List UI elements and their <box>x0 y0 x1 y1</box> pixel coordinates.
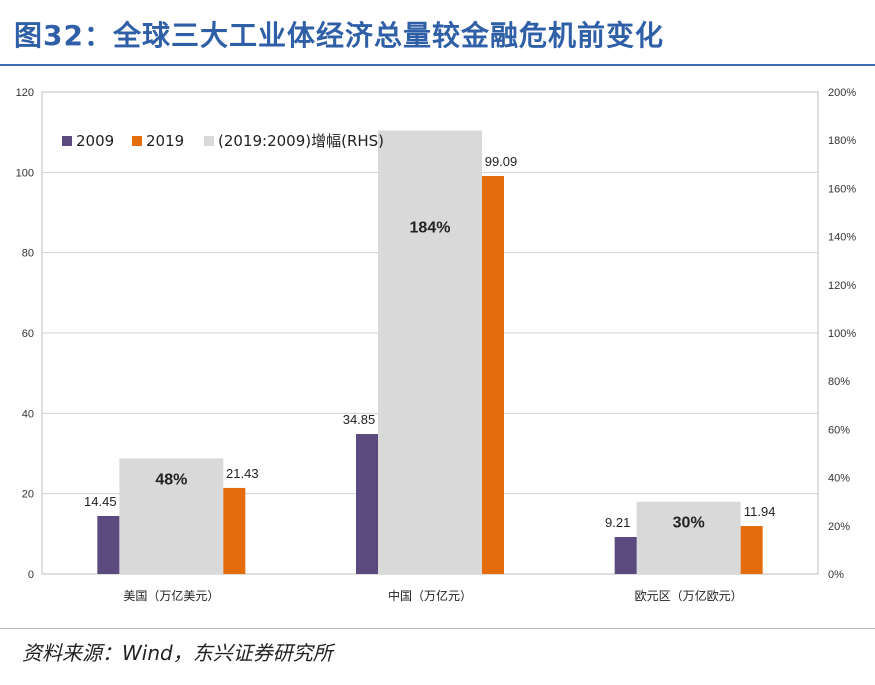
legend: 2009 2019 (2019:2009)增幅(RHS) <box>62 132 384 150</box>
bar-2019 <box>223 487 246 574</box>
left-tick-label: 80 <box>22 248 34 260</box>
bars <box>97 130 763 574</box>
right-tick-label: 180% <box>828 135 856 147</box>
data-label-2009: 9.21 <box>605 515 630 530</box>
right-tick-label: 100% <box>828 328 856 340</box>
right-tick-label: 120% <box>828 280 856 292</box>
bar-chart: 0 20 40 60 80 100 120 0% 20% 40% 60% 80% 100% 120% 14… <box>16 87 857 603</box>
left-tick-label: 20 <box>22 489 34 501</box>
right-tick-label: 20% <box>828 521 850 533</box>
data-labels: 14.45 21.43 48% 34.85 99.09 184% 9.21 11.94 30% <box>84 154 775 532</box>
left-tick-label: 120 <box>16 87 34 99</box>
right-tick-label: 80% <box>828 376 850 388</box>
right-tick-label: 0% <box>828 569 844 581</box>
title-divider <box>0 64 875 66</box>
category-labels: 美国（万亿美元） 中国（万亿元） 欧元区（万亿欧元） <box>123 588 742 603</box>
right-tick-label: 40% <box>828 473 850 485</box>
right-axis: 0% 20% 40% 60% 80% 100% 120% 140% 160% 180% 200% <box>828 87 856 581</box>
bar-2009 <box>614 537 637 574</box>
right-tick-label: 140% <box>828 232 856 244</box>
data-label-2019: 99.09 <box>485 154 518 169</box>
legend-label: (2019:2009)增幅(RHS) <box>218 132 384 150</box>
legend-swatch <box>62 136 72 146</box>
source-note: 资料来源：Wind，东兴证券研究所 <box>22 641 333 665</box>
left-axis: 0 20 40 60 80 100 120 <box>16 87 34 581</box>
bar-2019 <box>482 175 504 574</box>
right-tick-label: 60% <box>828 424 850 436</box>
right-tick-label: 160% <box>828 183 856 195</box>
source-divider <box>0 628 875 629</box>
left-tick-label: 0 <box>28 569 34 581</box>
legend-swatch <box>204 136 214 146</box>
bar-2019 <box>740 526 763 574</box>
data-label-2009: 34.85 <box>343 412 376 427</box>
legend-swatch <box>132 136 142 146</box>
right-tick-label: 200% <box>828 87 856 99</box>
data-label-2019: 11.94 <box>744 504 776 519</box>
bar-2009 <box>356 434 378 574</box>
category-label: 中国（万亿元） <box>388 588 472 603</box>
chart-title: 图32：全球三大工业体经济总量较金融危机前变化 <box>14 19 664 52</box>
data-label-growth: 30% <box>673 515 705 532</box>
left-tick-label: 40 <box>22 408 34 420</box>
left-tick-label: 60 <box>22 328 34 340</box>
category-label: 美国（万亿美元） <box>123 588 219 603</box>
left-tick-label: 100 <box>16 167 34 179</box>
bar-2009 <box>97 515 120 574</box>
bar-growth <box>119 458 224 574</box>
legend-label: 2009 <box>76 132 114 150</box>
data-label-2009: 14.45 <box>84 494 117 509</box>
category-label: 欧元区（万亿欧元） <box>635 588 743 603</box>
bar-growth <box>378 130 482 574</box>
data-label-growth: 184% <box>410 219 451 236</box>
bar-growth <box>636 501 741 574</box>
legend-label: 2019 <box>146 132 184 150</box>
data-label-growth: 48% <box>155 471 187 488</box>
data-label-2019: 21.43 <box>226 466 259 481</box>
